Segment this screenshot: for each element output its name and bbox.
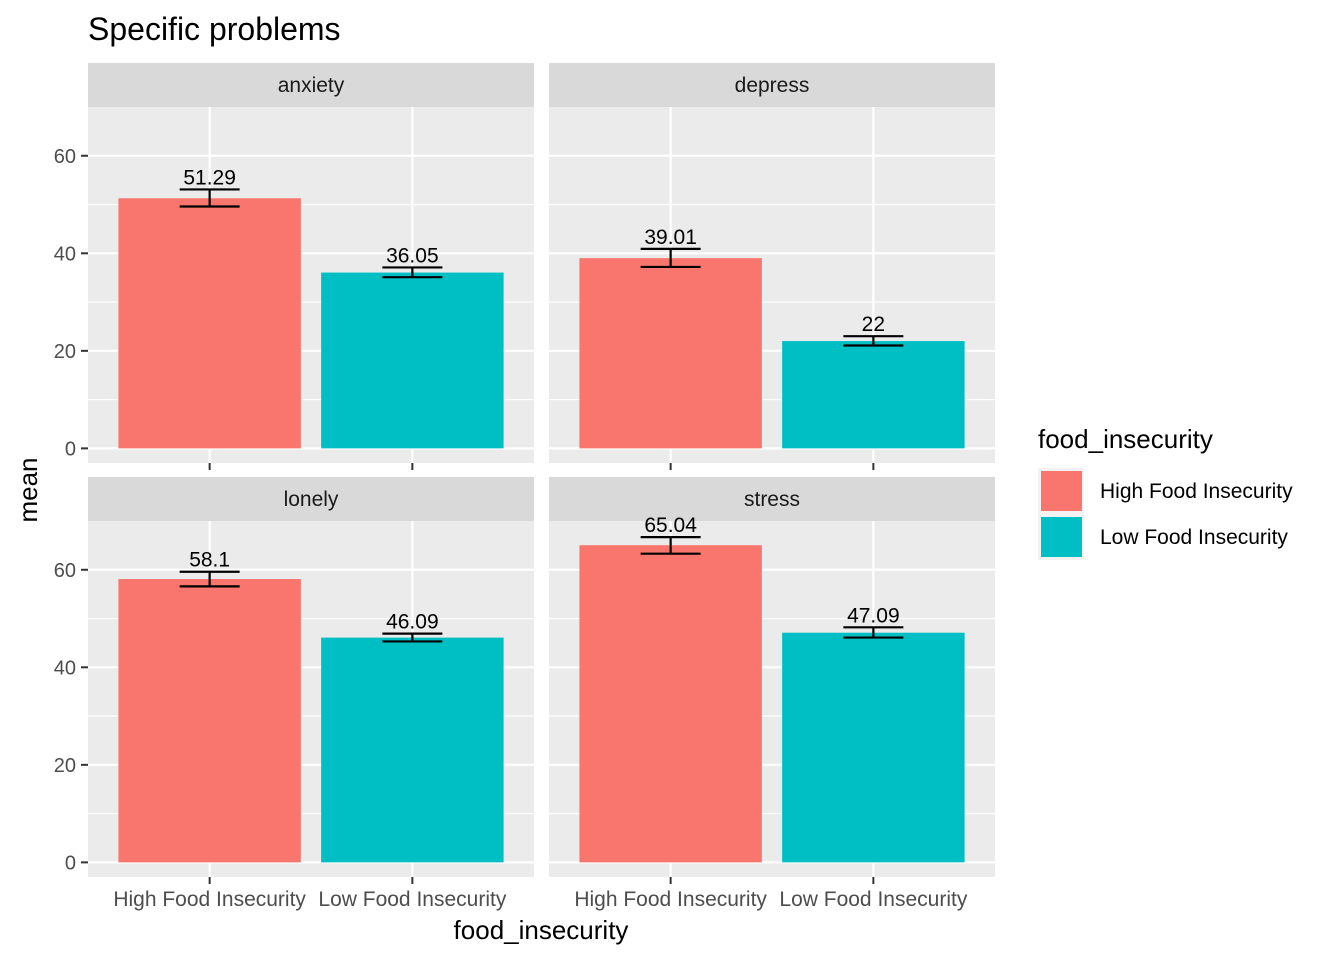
panel-strip-label: lonely [284, 488, 339, 511]
legend-swatch [1041, 517, 1082, 557]
y-tick-label: 20 [54, 341, 76, 363]
x-tick-label: High Food Insecurity [574, 888, 767, 911]
error-bar [382, 266, 443, 279]
error-bar [382, 632, 443, 643]
error-bar [640, 247, 701, 269]
panel-depress: depress 39.01 22 [549, 63, 995, 470]
data-label: 22 [862, 313, 885, 336]
y-tick-label: 60 [54, 146, 76, 168]
data-label: 58.1 [189, 549, 230, 572]
bar-depress-high [579, 258, 762, 449]
y-tick-label: 0 [65, 852, 76, 874]
bar-stress-high [579, 545, 762, 863]
panel-strip-label: anxiety [278, 74, 345, 97]
y-tick-label: 60 [54, 560, 76, 582]
legend-item: Low Food Insecurity [1038, 514, 1288, 560]
legend-items: High Food Insecurity Low Food Insecurity [1038, 468, 1293, 560]
legend-swatch [1041, 471, 1082, 511]
legend-label: High Food Insecurity [1100, 480, 1293, 503]
data-label: 39.01 [644, 226, 697, 249]
panel-anxiety: anxiety 51.29 36.05 0 20 40 60 [54, 63, 534, 470]
x-axis-label: food_insecurity [454, 915, 629, 945]
data-label: 46.09 [386, 611, 439, 634]
legend: food_insecurity High Food Insecurity Low … [1038, 424, 1293, 560]
x-tick-label: Low Food Insecurity [779, 888, 967, 911]
bar-depress-low [782, 341, 965, 449]
bar-anxiety-high [118, 198, 301, 449]
data-label: 65.04 [644, 514, 697, 537]
panel-strip [88, 63, 534, 107]
panel-strip [549, 63, 995, 107]
legend-title: food_insecurity [1038, 424, 1213, 454]
bar-lonely-high [118, 579, 301, 863]
error-bar [640, 535, 701, 555]
data-label: 51.29 [183, 166, 236, 189]
y-tick-label: 0 [65, 438, 76, 460]
error-bar [179, 570, 240, 588]
y-tick-label: 20 [54, 755, 76, 777]
panel-strip-label: depress [735, 74, 810, 97]
panels: anxiety 51.29 36.05 0 20 40 60 depress 39.01 22 lo… [54, 63, 995, 911]
bar-lonely-low [321, 637, 504, 863]
panel-strip-label: stress [744, 488, 800, 511]
chart-title: Specific problems [88, 11, 341, 47]
bar-stress-low [782, 632, 965, 863]
panel-stress: stress 65.04 47.09 High Food Insecurity Low … [549, 477, 995, 911]
legend-label: Low Food Insecurity [1100, 526, 1288, 549]
y-axis-label: mean [13, 457, 43, 522]
data-label: 47.09 [847, 604, 900, 627]
panel-lonely: lonely 58.1 46.09 0 20 40 60 High Food Insecuri… [54, 477, 534, 911]
bar-anxiety-low [321, 272, 504, 449]
x-tick-label: High Food Insecurity [113, 888, 306, 911]
data-label: 36.05 [386, 244, 439, 267]
panel-strip [88, 477, 534, 521]
y-tick-label: 40 [54, 657, 76, 679]
x-tick-label: Low Food Insecurity [318, 888, 506, 911]
legend-item: High Food Insecurity [1038, 468, 1293, 514]
error-bar [843, 626, 904, 639]
panel-strip [549, 477, 995, 521]
y-tick-label: 40 [54, 243, 76, 265]
error-bar [179, 188, 240, 208]
error-bar [843, 335, 904, 347]
